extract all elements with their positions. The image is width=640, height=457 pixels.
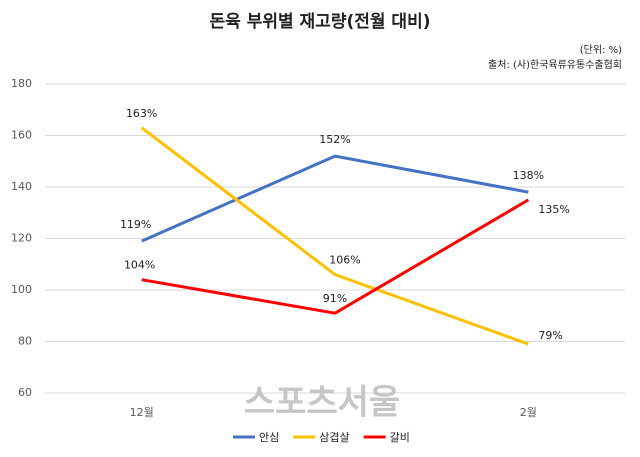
value-label: 106%	[329, 254, 360, 267]
watermark: 스포츠서울	[244, 383, 400, 423]
y-tick-label: 100	[11, 283, 32, 296]
value-label: 163%	[126, 107, 157, 120]
legend-label: 삼겹살	[319, 431, 349, 444]
value-label: 91%	[323, 292, 347, 305]
legend-label: 갈비	[390, 430, 410, 444]
value-label: 135%	[538, 203, 569, 216]
unit-note: (단위: %)	[580, 43, 622, 56]
y-tick-label: 80	[18, 335, 32, 348]
y-tick-label: 120	[11, 232, 32, 245]
line	[141, 198, 530, 315]
value-label: 152%	[319, 133, 350, 146]
line	[141, 154, 529, 243]
chart-title: 돈육 부위별 재고량(전월 대비)	[210, 12, 431, 32]
value-label: 104%	[124, 259, 155, 272]
legend-label: 안심	[259, 431, 279, 444]
line	[140, 126, 529, 346]
value-label: 119%	[120, 218, 151, 231]
value-label: 138%	[513, 169, 544, 182]
y-tick-label: 180	[11, 77, 32, 90]
y-tick-label: 60	[18, 386, 32, 399]
y-tick-label: 140	[11, 180, 32, 193]
x-tick-label: 2월	[520, 406, 537, 419]
value-label: 79%	[538, 329, 562, 342]
x-tick-label: 12월	[130, 406, 154, 419]
y-tick-label: 160	[11, 129, 32, 142]
source-note: 출처: (사)한국육류유통수출협회	[488, 58, 622, 71]
